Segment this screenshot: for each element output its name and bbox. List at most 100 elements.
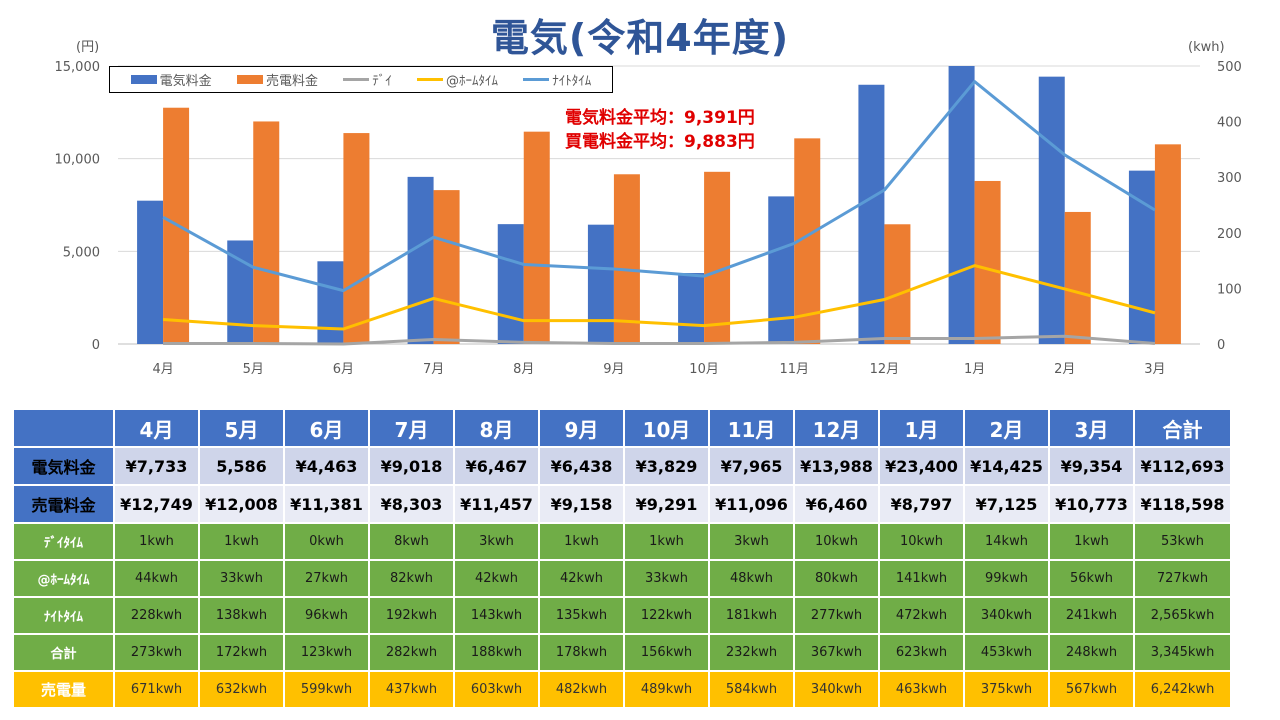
- bar-electricity: [678, 273, 705, 344]
- table-cell: 172kwh: [198, 633, 285, 672]
- table-cell: ¥7,733: [113, 446, 200, 486]
- bar-electricity: [137, 200, 164, 344]
- header-cell: 合計: [1133, 408, 1232, 448]
- bar-sale: [433, 190, 460, 344]
- table-cell: 367kwh: [793, 633, 880, 672]
- y-left-tick-label: 0: [92, 338, 100, 353]
- table-cell: 1kwh: [538, 522, 625, 561]
- page-title: 電気(令和4年度): [490, 16, 790, 60]
- table-cell: ¥9,158: [538, 484, 625, 524]
- table-header-row: 4月 5月 6月 7月 8月 9月 10月 11月 12月 1月 2月 3月 合計: [12, 408, 1232, 448]
- table-cell: 141kwh: [878, 559, 965, 598]
- table-cell: ¥6,438: [538, 446, 625, 486]
- bar-electricity: [407, 176, 434, 344]
- table-cell: 123kwh: [283, 633, 370, 672]
- row-label: ﾃﾞｲﾀｲﾑ: [12, 522, 115, 561]
- table-cell: 671kwh: [113, 670, 200, 709]
- legend-swatch: [343, 78, 370, 81]
- table-cell: ¥14,425: [963, 446, 1050, 486]
- table-cell: 143kwh: [453, 596, 540, 635]
- table-cell: 241kwh: [1048, 596, 1135, 635]
- table-cell: 273kwh: [113, 633, 200, 672]
- header-cell: 3月: [1048, 408, 1135, 448]
- table-cell: 82kwh: [368, 559, 455, 598]
- table-cell: 340kwh: [963, 596, 1050, 635]
- table-cell: 3,345kwh: [1133, 633, 1232, 672]
- header-cell: 12月: [793, 408, 880, 448]
- row-sold-kwh: 売電量 671kwh 632kwh 599kwh 437kwh 603kwh 482kwh 4…: [12, 670, 1232, 709]
- table-cell: ¥8,797: [878, 484, 965, 524]
- table-cell: 453kwh: [963, 633, 1050, 672]
- row-label: 売電量: [12, 670, 115, 709]
- header-cell: 7月: [368, 408, 455, 448]
- table-cell: 10kwh: [793, 522, 880, 561]
- table-cell: ¥11,457: [453, 484, 540, 524]
- x-tick-label: 2月: [1054, 362, 1075, 377]
- bar-sale: [1064, 211, 1091, 344]
- table-cell: 632kwh: [198, 670, 285, 709]
- row-label: ﾅｲﾄﾀｲﾑ: [12, 596, 115, 635]
- sale-average-annotation: 買電料金平均：9,883円: [565, 131, 755, 153]
- legend-item: 売電料金: [236, 70, 318, 89]
- header-cell: 5月: [198, 408, 285, 448]
- table-cell: 2,565kwh: [1133, 596, 1232, 635]
- table-cell: 44kwh: [113, 559, 200, 598]
- legend-label: @ﾎｰﾑﾀｲﾑ: [446, 74, 499, 89]
- y-right-tick-label: 500: [1217, 60, 1242, 75]
- table-cell: 599kwh: [283, 670, 370, 709]
- combo-chart: 0 5,000 10,000 15,000 0 100 200 300 400 500 (円) (kw…: [55, 40, 1242, 377]
- y-left-tick-label: 10,000: [55, 153, 101, 168]
- table-cell: 1kwh: [198, 522, 285, 561]
- table-cell: 482kwh: [538, 670, 625, 709]
- table-cell: 584kwh: [708, 670, 795, 709]
- bar-series: [137, 66, 1181, 344]
- table-cell: 228kwh: [113, 596, 200, 635]
- table-cell: 14kwh: [963, 522, 1050, 561]
- x-tick-label: 5月: [243, 362, 264, 377]
- table-cell: 277kwh: [793, 596, 880, 635]
- table-cell: 122kwh: [623, 596, 710, 635]
- y-left-tick-label: 5,000: [63, 245, 100, 260]
- legend-swatch: [523, 78, 550, 81]
- table-cell: 96kwh: [283, 596, 370, 635]
- table-cell: 8kwh: [368, 522, 455, 561]
- table-cell: ¥12,749: [113, 484, 200, 524]
- header-cell: 6月: [283, 408, 370, 448]
- x-tick-label: 10月: [689, 362, 719, 377]
- table-cell: 53kwh: [1133, 522, 1232, 561]
- bar-electricity: [1128, 170, 1155, 344]
- table-cell: ¥9,354: [1048, 446, 1135, 486]
- legend-swatch: [130, 75, 157, 84]
- y-right-tick-label: 300: [1217, 171, 1242, 186]
- table-cell: 5,586: [198, 446, 285, 486]
- bar-sale: [884, 224, 911, 344]
- bar-sale: [343, 133, 370, 344]
- table-cell: 603kwh: [453, 670, 540, 709]
- header-cell: 9月: [538, 408, 625, 448]
- bar-sale: [1154, 144, 1181, 344]
- x-tick-label: 9月: [603, 362, 624, 377]
- table-cell: 99kwh: [963, 559, 1050, 598]
- x-tick-label: 11月: [779, 362, 809, 377]
- row-label: 合計: [12, 633, 115, 672]
- table-cell: 181kwh: [708, 596, 795, 635]
- table-cell: 138kwh: [198, 596, 285, 635]
- table-cell: 3kwh: [708, 522, 795, 561]
- table-cell: 375kwh: [963, 670, 1050, 709]
- header-corner: [12, 408, 115, 448]
- y-left-tick-label: 15,000: [55, 60, 101, 75]
- table-cell: ¥9,291: [623, 484, 710, 524]
- table-cell: 6,242kwh: [1133, 670, 1232, 709]
- row-label: @ﾎｰﾑﾀｲﾑ: [12, 559, 115, 598]
- axes: 0 5,000 10,000 15,000 0 100 200 300 400 500 (円) (kw…: [55, 40, 1242, 377]
- table-cell: ¥6,460: [793, 484, 880, 524]
- row-nighttime: ﾅｲﾄﾀｲﾑ 228kwh 138kwh 96kwh 192kwh 143kwh 135kw…: [12, 596, 1232, 635]
- table-cell: 489kwh: [623, 670, 710, 709]
- table-cell: 27kwh: [283, 559, 370, 598]
- table-cell: ¥7,125: [963, 484, 1050, 524]
- table-cell: ¥10,773: [1048, 484, 1135, 524]
- line-series: [162, 80, 1156, 346]
- table-cell: 33kwh: [623, 559, 710, 598]
- header-cell: 11月: [708, 408, 795, 448]
- row-label: 電気料金: [12, 446, 115, 486]
